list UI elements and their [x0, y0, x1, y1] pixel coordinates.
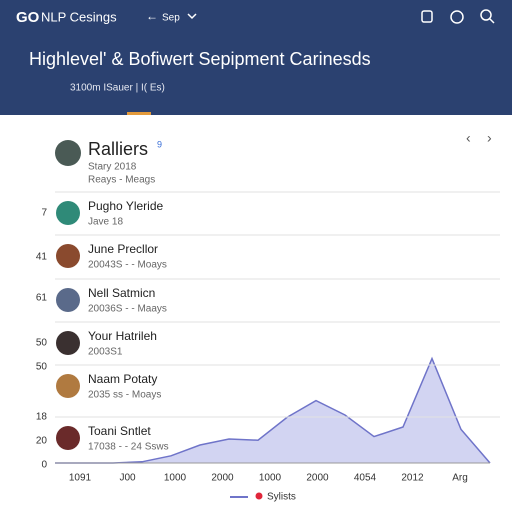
section-title: Ralliers: [88, 139, 148, 159]
avatar[interactable]: [56, 331, 80, 355]
search-icon[interactable]: [480, 9, 492, 21]
x-label: 2012: [401, 473, 424, 484]
prev-button[interactable]: ‹: [466, 130, 471, 146]
area: [55, 358, 490, 463]
back-arrow[interactable]: ←: [146, 9, 158, 23]
row-detail: 20043S - - Moays: [88, 260, 167, 271]
avatar[interactable]: [56, 426, 80, 450]
row-detail: 2003S1: [88, 347, 123, 358]
dropdown-chevron[interactable]: [187, 13, 197, 20]
avatar[interactable]: [56, 201, 80, 225]
section-line: Stary 2018: [88, 162, 137, 173]
axis-label: 50: [36, 362, 48, 373]
row-detail: 20036S - - Maays: [88, 304, 167, 315]
avatar[interactable]: [56, 244, 80, 268]
logo[interactable]: GO: [16, 9, 40, 26]
page-title: Highlevel' & Bofiwert Sepipment Carinesd…: [29, 49, 371, 69]
axis-label: 7: [41, 208, 47, 219]
badge: 9: [157, 139, 162, 149]
row-detail: 2035 ss - Moays: [88, 390, 161, 401]
tab-indicator: [127, 112, 151, 115]
x-label: 4054: [354, 473, 377, 484]
area-line: [55, 356, 491, 464]
row-name[interactable]: Nell Satmicn: [88, 286, 155, 300]
x-label: 2000: [306, 473, 329, 484]
avatar[interactable]: [56, 288, 80, 312]
header-bg: [0, 0, 512, 115]
axis-label: 41: [36, 252, 48, 263]
search-handle: [489, 18, 495, 24]
x-label: 1000: [164, 473, 187, 484]
brand: NLP Cesings: [41, 9, 117, 24]
x-label: Arg: [452, 473, 468, 484]
nav-item[interactable]: Sep: [162, 13, 180, 24]
row-name[interactable]: Naam Potaty: [88, 372, 157, 386]
x-label: 1091: [69, 473, 92, 484]
row-name[interactable]: Pugho Yleride: [88, 199, 163, 213]
subtitle: 3100m ISauer | I( Es): [70, 83, 165, 94]
row-name[interactable]: Toani Sntlet: [88, 424, 151, 438]
x-label: 1000: [259, 473, 282, 484]
legend-dot: [255, 492, 263, 500]
avatar: [55, 140, 81, 166]
bag-icon[interactable]: [421, 10, 433, 23]
row-detail: 17038 - - 24 Ssws: [88, 442, 169, 453]
chart: 1091 J00 1000 2000 1000 2000 4054 2012 Arg Sylist…: [36, 208, 491, 503]
axis-label: 50: [36, 338, 48, 349]
settings-icon[interactable]: [450, 10, 464, 24]
rows: Pugho Yleride Jave 18 June Precllor 20043S …: [55, 191, 500, 453]
axis-label: 61: [36, 293, 48, 304]
row-name[interactable]: June Precllor: [88, 242, 158, 256]
x-label: J00: [119, 473, 136, 484]
next-button[interactable]: ›: [487, 130, 492, 146]
axis-label: 0: [41, 460, 47, 471]
row-detail: Jave 18: [88, 217, 123, 228]
legend-label: Sylists: [267, 492, 296, 503]
avatar[interactable]: [56, 374, 80, 398]
row-name[interactable]: Your Hatrileh: [88, 329, 157, 343]
section-line: Reays - Meags: [88, 175, 155, 186]
x-label: 2000: [211, 473, 234, 484]
axis-label: 18: [36, 412, 48, 423]
axis-label: 20: [36, 436, 48, 447]
